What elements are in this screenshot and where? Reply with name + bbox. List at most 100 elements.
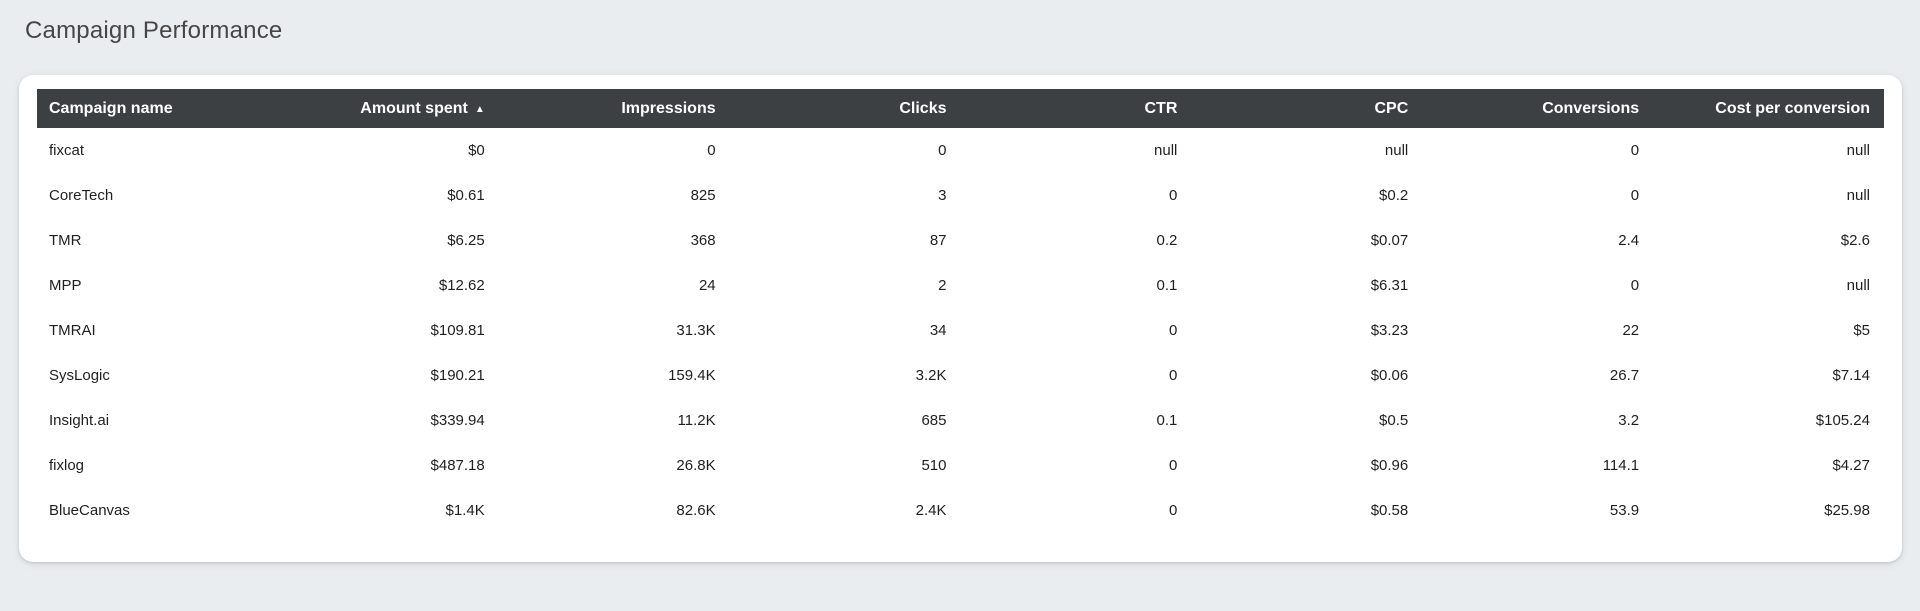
- table-row-coretech: CoreTech $0.61 825 3 0 $0.2 0 null: [37, 173, 1884, 218]
- cell-impressions: 26.8K: [676, 457, 716, 474]
- cell-clicks: 3: [938, 187, 947, 204]
- cell-conversions: 0: [1630, 277, 1640, 294]
- cell-cost-per-conversion: $4.27: [1832, 457, 1870, 474]
- sort-ascending-icon: ▲: [474, 103, 485, 115]
- cell-cpc: $3.23: [1370, 322, 1409, 339]
- cell-campaign-name: CoreTech: [49, 187, 114, 204]
- cell-campaign-name: fixcat: [49, 142, 85, 159]
- cell-amount-spent: $0: [468, 142, 485, 159]
- cell-clicks: 685: [921, 412, 947, 429]
- column-header-cpc[interactable]: CPC: [1191, 89, 1423, 128]
- cell-cost-per-conversion: null: [1846, 142, 1870, 159]
- cell-conversions: 2.4: [1618, 232, 1640, 249]
- cell-cpc: $0.2: [1379, 187, 1409, 204]
- column-header-label: Campaign name: [49, 99, 173, 117]
- table-row-bluecanvas: BlueCanvas $1.4K 82.6K 2.4K 0 $0.58 53.9 $25.98: [37, 488, 1884, 533]
- cell-cpc: $0.5: [1379, 412, 1409, 429]
- table-row-syslogic: SysLogic $190.21 159.4K 3.2K 0 $0.06 26.7 $7.14: [37, 353, 1884, 398]
- cell-ctr: 0: [1169, 322, 1178, 339]
- widget-title: Campaign Performance: [25, 17, 283, 44]
- column-header-label: Conversions: [1542, 99, 1640, 117]
- column-header-label: CPC: [1374, 99, 1409, 117]
- cell-cpc: $0.96: [1370, 457, 1409, 474]
- cell-ctr: 0: [1169, 187, 1178, 204]
- cell-amount-spent: $339.94: [430, 412, 485, 429]
- cell-campaign-name: TMR: [49, 232, 82, 249]
- cell-ctr: 0: [1169, 367, 1178, 384]
- cell-cpc: $0.58: [1370, 502, 1409, 519]
- column-header-impressions[interactable]: Impressions: [498, 89, 730, 128]
- table-header-row: Campaign name Amount spent ▲ Impressions Cli…: [37, 89, 1884, 128]
- cell-campaign-name: MPP: [49, 277, 82, 294]
- cell-clicks: 34: [929, 322, 947, 339]
- cell-impressions: 24: [698, 277, 716, 294]
- table-row-tmrai: TMRAI $109.81 31.3K 34 0 $3.23 22 $5: [37, 308, 1884, 353]
- cell-conversions: 26.7: [1609, 367, 1640, 384]
- cell-cpc: $6.31: [1370, 277, 1409, 294]
- cell-amount-spent: $12.62: [438, 277, 485, 294]
- table-body: fixcat $0 0 0 null null 0 null CoreTech $0.61 825 3…: [37, 128, 1884, 533]
- cell-cost-per-conversion: $2.6: [1840, 232, 1870, 249]
- column-header-label: Cost per conversion: [1715, 99, 1870, 117]
- cell-cost-per-conversion: $7.14: [1832, 367, 1870, 384]
- cell-cpc: $0.07: [1370, 232, 1409, 249]
- column-header-cost-per-conversion[interactable]: Cost per conversion: [1653, 89, 1884, 128]
- table-row-mpp: MPP $12.62 24 2 0.1 $6.31 0 null: [37, 263, 1884, 308]
- cell-conversions: 0: [1630, 142, 1640, 159]
- column-header-label: CTR: [1144, 99, 1178, 117]
- cell-cost-per-conversion: $105.24: [1815, 412, 1870, 429]
- cell-clicks: 2: [938, 277, 947, 294]
- cell-ctr: 0.1: [1156, 277, 1178, 294]
- cell-clicks: 2.4K: [915, 502, 947, 519]
- cell-conversions: 22: [1622, 322, 1640, 339]
- cell-impressions: 11.2K: [677, 412, 716, 429]
- cell-campaign-name: fixlog: [49, 457, 85, 474]
- cell-impressions: 368: [690, 232, 716, 249]
- cell-amount-spent: $6.25: [447, 232, 485, 249]
- column-header-label: Clicks: [899, 99, 947, 117]
- cell-campaign-name: Insight.ai: [49, 412, 110, 429]
- cell-cost-per-conversion: $25.98: [1824, 502, 1870, 519]
- table-row-fixcat: fixcat $0 0 0 null null 0 null: [37, 128, 1884, 173]
- table-header: Campaign name Amount spent ▲ Impressions Cli…: [37, 89, 1884, 128]
- column-header-campaign-name[interactable]: Campaign name: [37, 89, 268, 128]
- cell-clicks: 87: [929, 232, 947, 249]
- column-header-clicks[interactable]: Clicks: [729, 89, 961, 128]
- cell-ctr: 0.2: [1156, 232, 1178, 249]
- cell-campaign-name: BlueCanvas: [49, 502, 130, 519]
- cell-cost-per-conversion: null: [1846, 187, 1870, 204]
- cell-impressions: 82.6K: [676, 502, 716, 519]
- table-row-fixlog: fixlog $487.18 26.8K 510 0 $0.96 114.1 $4.27: [37, 443, 1884, 488]
- campaign-table: Campaign name Amount spent ▲ Impressions Cli…: [37, 89, 1884, 533]
- cell-ctr: 0.1: [1156, 412, 1178, 429]
- cell-amount-spent: $487.18: [430, 457, 485, 474]
- cell-ctr: 0: [1169, 502, 1178, 519]
- cell-amount-spent: $1.4K: [445, 502, 485, 519]
- cell-conversions: 3.2: [1618, 412, 1640, 429]
- cell-impressions: 0: [707, 142, 716, 159]
- cell-conversions: 114.1: [1602, 457, 1640, 474]
- cell-clicks: 510: [921, 457, 947, 474]
- cell-ctr: null: [1154, 142, 1178, 159]
- cell-amount-spent: $109.81: [430, 322, 485, 339]
- campaign-performance-card: Campaign name Amount spent ▲ Impressions Cli…: [19, 75, 1902, 562]
- cell-cpc: null: [1384, 142, 1409, 159]
- column-header-label: Impressions: [621, 99, 716, 117]
- column-header-ctr[interactable]: CTR: [960, 89, 1192, 128]
- table-row-tmr: TMR $6.25 368 87 0.2 $0.07 2.4 $2.6: [37, 218, 1884, 263]
- cell-impressions: 825: [690, 187, 716, 204]
- cell-cost-per-conversion: $5: [1853, 322, 1870, 339]
- cell-amount-spent: $0.61: [447, 187, 485, 204]
- cell-campaign-name: TMRAI: [49, 322, 96, 339]
- cell-impressions: 31.3K: [676, 322, 716, 339]
- cell-conversions: 53.9: [1609, 502, 1640, 519]
- cell-conversions: 0: [1630, 187, 1640, 204]
- cell-cost-per-conversion: null: [1846, 277, 1870, 294]
- cell-amount-spent: $190.21: [430, 367, 485, 384]
- cell-clicks: 0: [938, 142, 947, 159]
- cell-impressions: 159.4K: [668, 367, 716, 384]
- column-header-amount-spent[interactable]: Amount spent ▲: [267, 89, 499, 128]
- column-header-label: Amount spent: [360, 99, 468, 117]
- column-header-conversions[interactable]: Conversions: [1422, 89, 1654, 128]
